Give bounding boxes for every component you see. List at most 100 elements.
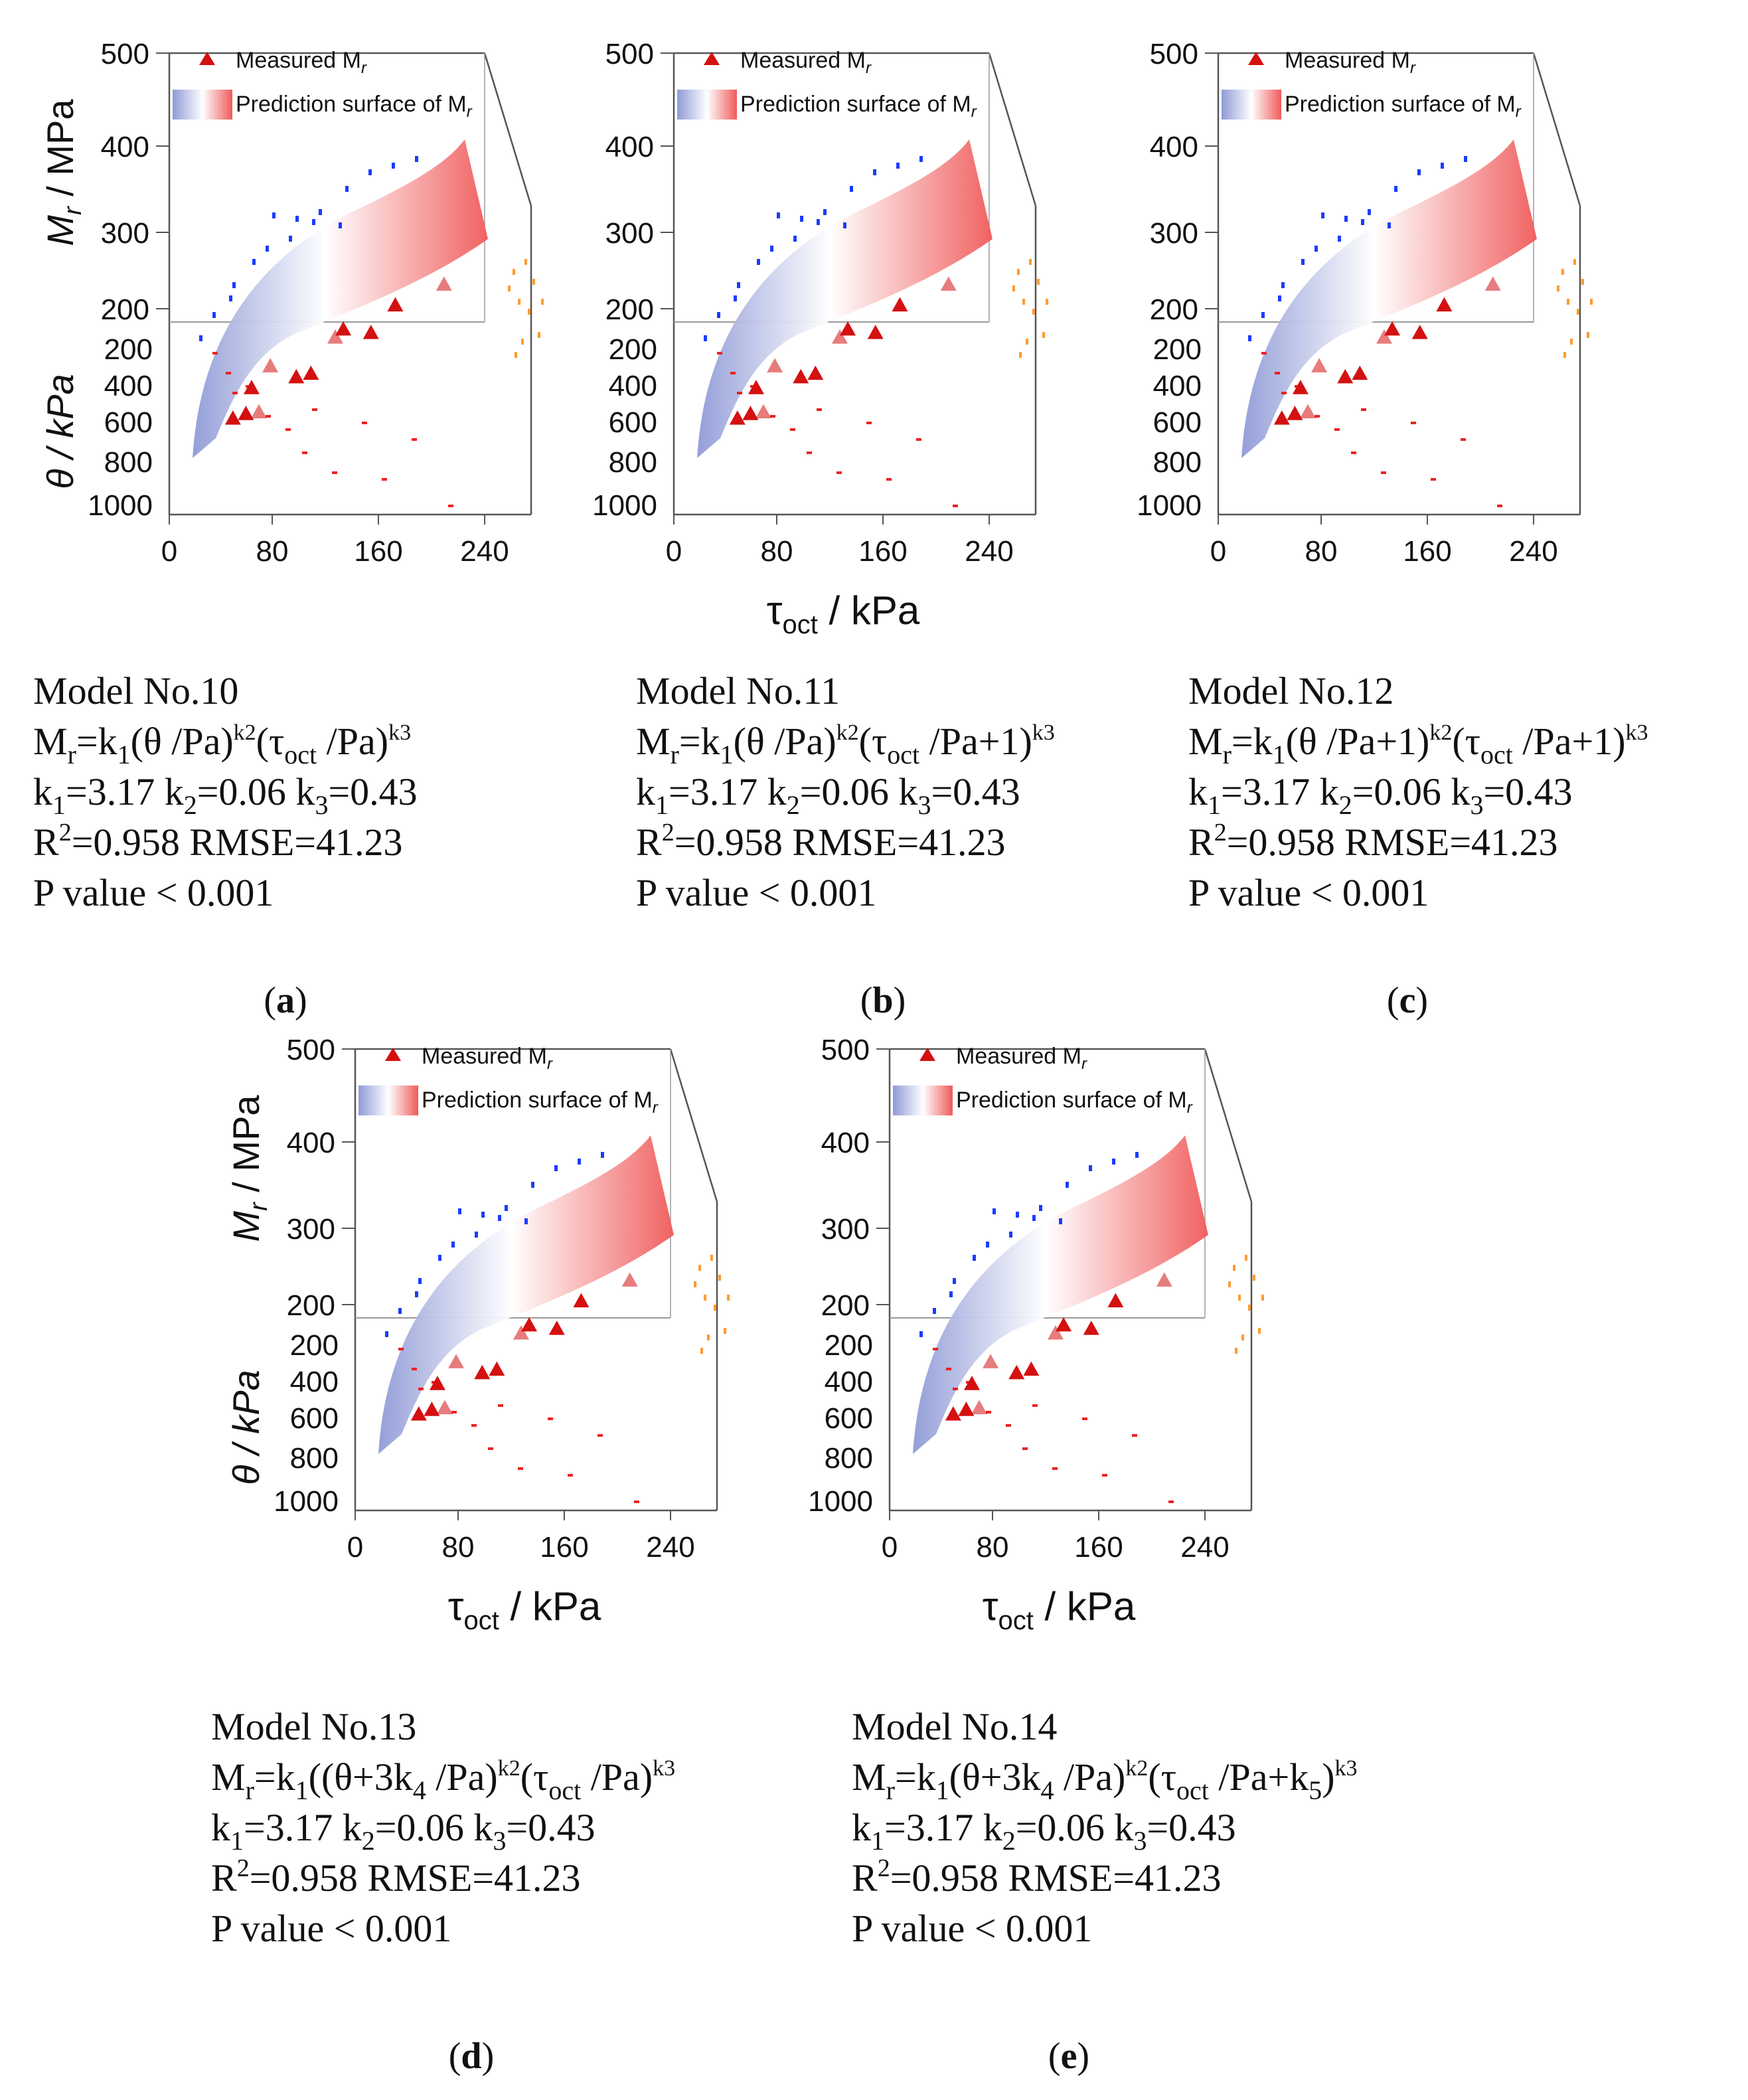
model-equation: Mr​=k1​(θ /Pa)k2​(τoct​ /Pa)k3​: [33, 720, 411, 769]
x-tick-label: 0: [1210, 535, 1226, 568]
side-projection-point: [524, 259, 527, 265]
floor-projection-point: [1102, 1474, 1107, 1477]
side-projection-point: [1228, 1281, 1231, 1287]
floor-projection-point: [1361, 408, 1366, 411]
measured-point: [303, 365, 319, 380]
model-text-c: Model No.12 Mr​=k1​(θ /Pa+1)k2​(τoct​ /Pa…: [1188, 669, 1648, 1021]
floor-projection-point: [946, 1368, 951, 1370]
legend-measured-label: Measured Mr: [956, 1044, 1087, 1073]
floor-projection-point: [933, 1348, 938, 1350]
measured-point: [224, 410, 241, 425]
z-tick-label: 800: [609, 446, 657, 479]
floor-projection-point: [302, 451, 307, 454]
z-tick-label: 1000: [1137, 489, 1202, 522]
z-tick-label: 400: [104, 370, 153, 402]
legend-gradient-swatch: [173, 90, 232, 120]
floor-projection-point: [953, 505, 958, 507]
back-projection-point: [229, 295, 232, 301]
side-projection-point: [1563, 352, 1566, 358]
plot-frame: [888, 1048, 1253, 1512]
panel-caption: (c): [1387, 980, 1428, 1021]
back-projection-point: [1338, 236, 1341, 242]
floor-projection-point: [488, 1447, 493, 1450]
measured-point: [832, 329, 848, 344]
floor-projection-point: [412, 438, 417, 441]
y-axis-title: Mr / MPa: [39, 99, 87, 246]
back-projection-point: [1321, 212, 1324, 218]
model-params: k1​=3.17 k2​=0.06 k3​=0.43: [33, 770, 418, 820]
measured-point: [548, 1321, 565, 1335]
back-projection-point: [1278, 295, 1281, 301]
back-projection-point: [531, 1182, 534, 1188]
back-projection-point: [578, 1159, 581, 1165]
side-projection-point: [1012, 285, 1015, 291]
floor-projection-point: [807, 451, 812, 454]
back-projection-point: [1039, 1205, 1042, 1211]
floor-projection-point: [1275, 372, 1280, 374]
legend-gradient-swatch: [358, 1086, 418, 1115]
back-projection-point: [272, 212, 276, 218]
back-projection-point: [418, 1278, 422, 1284]
measured-point: [429, 1376, 445, 1390]
floor-projection-point: [717, 352, 722, 355]
y-tick-label: 400: [821, 1127, 870, 1159]
legend-surface-label: Prediction surface of Mr: [1285, 92, 1522, 121]
legend-gradient-swatch: [1222, 90, 1281, 120]
measured-point: [1287, 406, 1303, 420]
plot-frame: [1217, 52, 1581, 516]
z-tick-label: 600: [609, 406, 657, 439]
back-projection-point: [850, 186, 853, 192]
back-projection-point: [438, 1255, 441, 1261]
z-tick-label: 800: [825, 1442, 873, 1475]
floor-projection-point: [1261, 352, 1267, 355]
y-tick-label: 200: [1150, 293, 1198, 326]
back-projection-point: [601, 1152, 604, 1158]
back-projection-point: [398, 1308, 402, 1314]
floor-projection-point: [916, 438, 921, 441]
legend: Measured Mr Prediction surface of Mr: [893, 1044, 1193, 1117]
floor-projection-point: [836, 471, 842, 474]
side-projection-point: [1022, 299, 1025, 305]
floor-projection-point: [1351, 451, 1356, 454]
back-projection-point: [817, 219, 820, 225]
floor-projection-point: [448, 505, 453, 507]
back-projection-point: [415, 1291, 418, 1297]
z-tick-label: 200: [1153, 333, 1202, 366]
back-projection-point: [385, 1331, 388, 1337]
y-tick-label: 300: [605, 217, 654, 250]
z-tick-label: 600: [1153, 406, 1202, 439]
legend-triangle-icon: [1248, 52, 1264, 65]
side-projection-point: [1046, 299, 1048, 305]
panel-caption: (b): [860, 980, 906, 1021]
back-projection-point: [973, 1255, 976, 1261]
floor-projection-point: [332, 471, 337, 474]
model-fit-stats: R2​=0.958 RMSE=41.23: [33, 819, 403, 864]
floor-projection-point: [770, 415, 775, 418]
back-projection-point: [800, 216, 803, 222]
measured-point: [1083, 1321, 1099, 1335]
model-fit-stats: R2​=0.958 RMSE=41.23: [211, 1854, 581, 1899]
measured-point: [1352, 365, 1368, 380]
back-projection-point: [1394, 186, 1397, 192]
measured-point: [793, 368, 809, 384]
floor-projection-point: [1006, 1424, 1011, 1427]
measured-point: [983, 1354, 999, 1368]
floor-projection-point: [1168, 1500, 1174, 1503]
model-p-value: P value < 0.001: [1188, 871, 1429, 914]
back-projection-point: [392, 163, 395, 169]
z-tick-label: 1000: [592, 489, 657, 522]
floor-projection-point: [518, 1467, 523, 1470]
x-tick-label: 80: [442, 1531, 475, 1564]
x-tick-label: 160: [354, 535, 402, 568]
x-tick-label: 240: [1509, 535, 1557, 568]
measured-point: [1107, 1293, 1124, 1308]
back-projection-point: [295, 216, 299, 222]
back-projection-point: [1301, 259, 1305, 265]
side-projection-point: [1581, 279, 1584, 285]
measured-point: [448, 1354, 465, 1368]
z-tick-label: 1000: [808, 1485, 873, 1518]
side-projection-point: [508, 285, 511, 291]
model-params: k1​=3.17 k2​=0.06 k3​=0.43: [852, 1806, 1236, 1856]
measured-point: [1311, 358, 1328, 372]
z-tick-label: 1000: [88, 489, 153, 522]
